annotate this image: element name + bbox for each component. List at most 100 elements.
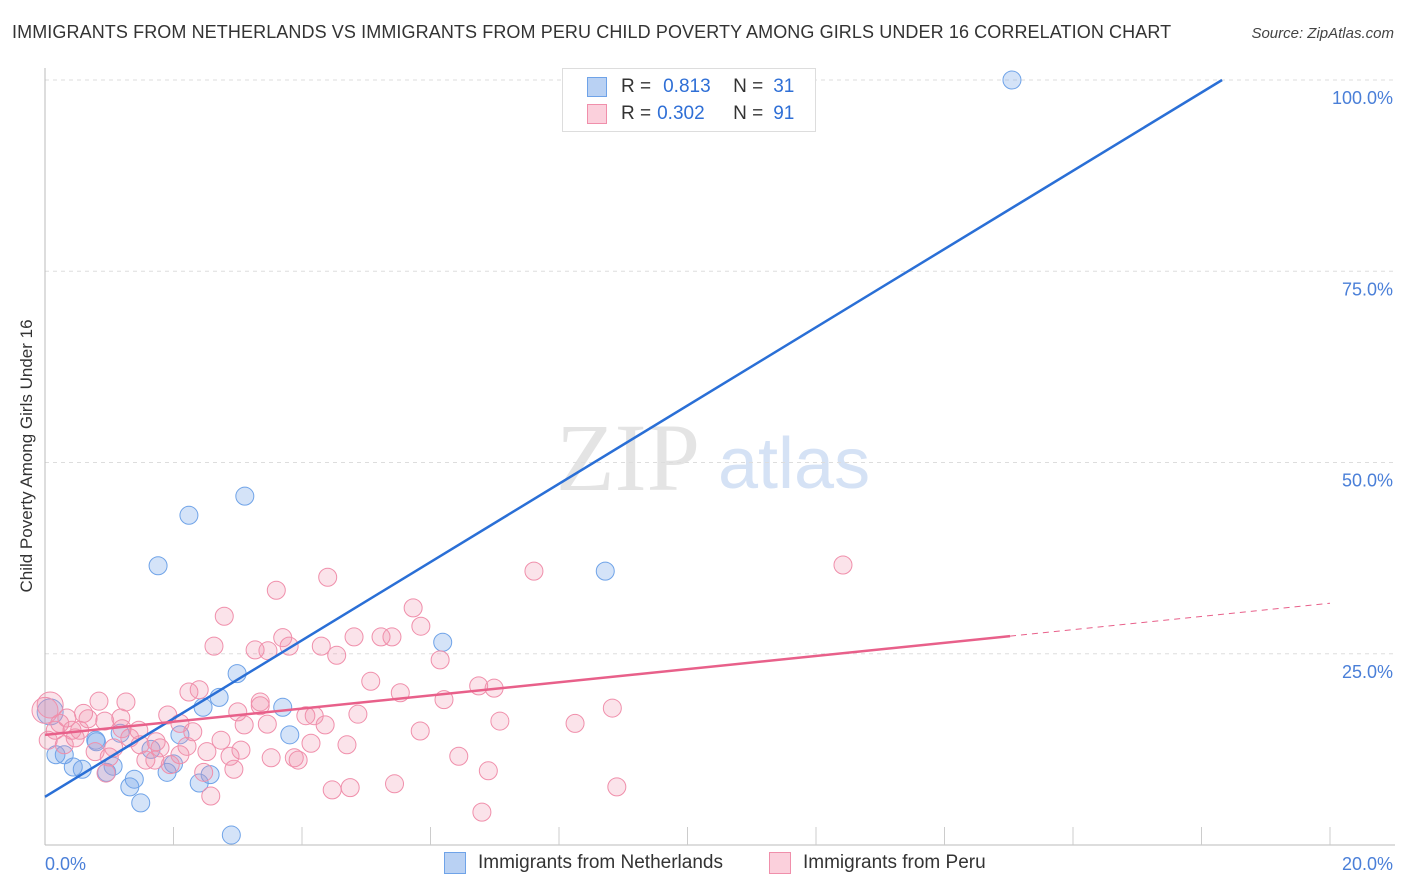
y-tick-label: 25.0% — [1342, 662, 1393, 682]
point-peru — [234, 715, 254, 735]
point-peru — [430, 650, 450, 670]
legend-label: Immigrants from Peru — [803, 852, 986, 873]
point-peru — [301, 733, 321, 753]
point-peru — [340, 778, 360, 798]
point-peru — [150, 738, 170, 758]
point-peru — [382, 627, 402, 647]
y-tick-label: 75.0% — [1342, 279, 1393, 299]
x-tick-label: 0.0% — [45, 854, 86, 874]
r-value: 0.813 — [663, 76, 711, 97]
r-label: R = — [621, 76, 652, 97]
point-peru — [224, 759, 244, 779]
point-peru — [214, 606, 234, 626]
point-netherlands — [131, 793, 151, 813]
point-netherlands — [273, 697, 293, 717]
point-peru — [250, 696, 270, 716]
point-peru — [194, 762, 214, 782]
point-peru — [318, 567, 338, 587]
point-peru — [449, 746, 469, 766]
point-peru — [403, 598, 423, 618]
source-label: Source: ZipAtlas.com — [1251, 25, 1394, 42]
point-peru — [361, 671, 381, 691]
point-peru — [261, 748, 281, 768]
point-netherlands — [433, 632, 453, 652]
point-peru — [602, 698, 622, 718]
point-netherlands — [235, 486, 255, 506]
point-netherlands — [1002, 70, 1022, 90]
point-netherlands — [280, 725, 300, 745]
point-peru — [327, 645, 347, 665]
point-peru — [411, 616, 431, 636]
point-netherlands — [170, 725, 190, 745]
chart-title: IMMIGRANTS FROM NETHERLANDS VS IMMIGRANT… — [12, 22, 1172, 42]
r-value: 0.302 — [657, 103, 705, 124]
n-value: 31 — [773, 76, 795, 97]
point-peru — [472, 802, 492, 822]
point-peru — [410, 721, 430, 741]
watermark-zip: ZIP — [556, 404, 700, 511]
point-peru — [170, 745, 190, 765]
point-peru — [197, 742, 217, 762]
point-peru — [478, 761, 498, 781]
point-peru — [565, 713, 585, 733]
legend-swatch-pink — [769, 852, 791, 874]
trendline-netherlands — [44, 78, 1223, 798]
point-peru — [74, 703, 94, 723]
point-peru — [201, 786, 221, 806]
point-peru — [337, 735, 357, 755]
point-netherlands — [120, 777, 140, 797]
point-peru — [311, 636, 331, 656]
point-peru — [95, 711, 115, 731]
legend-item-netherlands: Immigrants from Netherlands — [444, 852, 723, 874]
legend-swatch-blue — [587, 77, 607, 97]
point-peru — [524, 561, 544, 581]
point-netherlands — [595, 561, 615, 581]
point-peru — [31, 696, 59, 724]
point-peru — [266, 580, 286, 600]
point-peru — [96, 763, 116, 783]
point-netherlands — [97, 762, 117, 782]
point-peru — [116, 692, 136, 712]
point-peru — [296, 706, 316, 726]
point-peru — [204, 636, 224, 656]
point-peru — [183, 722, 203, 742]
point-peru — [490, 711, 510, 731]
point-peru — [371, 627, 391, 647]
n-value: 91 — [773, 103, 795, 124]
n-label: N = — [733, 76, 764, 97]
y-tick-label: 50.0% — [1342, 471, 1393, 491]
point-peru — [315, 715, 335, 735]
point-peru — [89, 691, 109, 711]
legend-swatch-blue — [444, 852, 466, 874]
trendline-peru — [44, 634, 1011, 737]
y-tick-label: 100.0% — [1332, 88, 1393, 108]
legend-row-netherlands: R = 0.813 N = 31 — [587, 74, 795, 100]
point-peru — [231, 740, 251, 760]
point-peru — [833, 555, 853, 575]
point-peru — [189, 680, 209, 700]
watermark-atlas: atlas — [718, 424, 870, 504]
point-peru — [54, 735, 74, 755]
stats-legend: R = 0.813 N = 31 R = 0.302 N = 91 — [562, 68, 816, 132]
point-peru — [145, 750, 165, 770]
x-tick-label: 20.0% — [1342, 854, 1393, 874]
point-peru — [36, 691, 64, 719]
point-peru — [85, 742, 105, 762]
legend-label: Immigrants from Netherlands — [478, 852, 723, 873]
point-peru — [38, 730, 58, 750]
legend-row-peru: R = 0.302 N = 91 — [587, 101, 795, 127]
n-label: N = — [733, 103, 764, 124]
point-peru — [257, 714, 277, 734]
legend-swatch-pink — [587, 104, 607, 124]
point-peru — [322, 780, 342, 800]
point-peru — [607, 777, 627, 797]
point-netherlands — [221, 825, 241, 845]
point-peru — [160, 755, 180, 775]
point-netherlands — [179, 505, 199, 525]
point-peru — [344, 627, 364, 647]
point-peru — [211, 730, 231, 750]
point-peru — [348, 704, 368, 724]
trendline-peru-extrapolated — [1009, 602, 1331, 637]
